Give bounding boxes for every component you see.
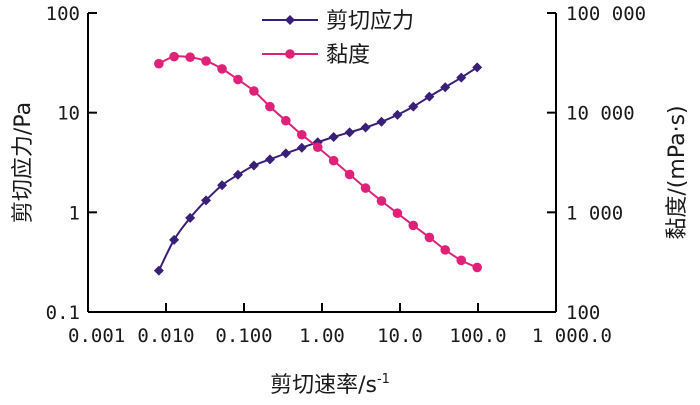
- data-point: [232, 169, 243, 180]
- x-tick-label: 1.00: [299, 325, 345, 347]
- data-point: [201, 56, 211, 66]
- data-point: [408, 101, 419, 112]
- y2-tick-label: 100 000: [566, 3, 646, 25]
- legend-entry: 剪切应力: [262, 9, 414, 34]
- data-point: [472, 62, 483, 73]
- data-point: [344, 127, 355, 138]
- x-tick-label: 0.010: [137, 325, 194, 347]
- legend-marker: [285, 15, 295, 25]
- data-point: [424, 91, 435, 102]
- data-point: [185, 52, 195, 63]
- x-axis-label-exponent: -1: [377, 372, 390, 387]
- x-tick-label: 100.0: [449, 325, 506, 347]
- data-point: [185, 212, 196, 223]
- data-point: [153, 265, 164, 276]
- data-point: [440, 245, 451, 255]
- x-tick-label: 10.0: [377, 325, 423, 347]
- data-point: [154, 58, 164, 69]
- data-point: [456, 255, 467, 266]
- data-point: [328, 131, 339, 142]
- data-point: [217, 180, 228, 191]
- x-tick-label: 0.001: [68, 325, 125, 347]
- data-point: [281, 115, 291, 126]
- y-tick-label: 1: [69, 202, 80, 224]
- data-point: [392, 109, 403, 120]
- data-point: [233, 74, 243, 85]
- y-tick-label: 0.1: [46, 302, 80, 324]
- data-point: [169, 51, 179, 62]
- x-tick-label: 1 000.0: [532, 325, 612, 347]
- data-point: [392, 208, 403, 219]
- data-point: [440, 82, 451, 93]
- data-point: [169, 234, 180, 245]
- y-tick-label: 10: [57, 103, 80, 125]
- data-point: [360, 183, 371, 193]
- ticks: 0.001 0.010 0.100 1.00 10.0 100.0 1 000.0 0.1 1 1…: [46, 3, 646, 347]
- data-point: [265, 101, 275, 112]
- y2-tick-label: 10 000: [566, 103, 635, 125]
- data-point: [312, 142, 323, 153]
- y2-axis-label: 黏度/(mPa·s): [665, 105, 690, 239]
- data-point: [344, 169, 355, 180]
- data-point: [201, 195, 212, 206]
- data-point: [264, 154, 275, 165]
- y2-tick-label: 100: [566, 302, 600, 324]
- series-1: [153, 62, 483, 276]
- data-point: [280, 148, 291, 159]
- data-point: [408, 220, 419, 231]
- data-point: [376, 116, 387, 127]
- legend-label: 剪切应力: [326, 9, 414, 34]
- legend-entry: 黏度: [262, 43, 370, 68]
- data-point: [296, 142, 307, 153]
- legend-marker: [285, 49, 295, 59]
- series-2: [154, 51, 482, 273]
- data-point: [248, 160, 259, 171]
- y-tick-label: 100: [46, 3, 80, 25]
- y-axis-label: 剪切应力/Pa: [11, 102, 36, 223]
- x-tick-label: 0.100: [215, 325, 272, 347]
- data-point: [472, 262, 482, 273]
- data-point: [424, 232, 435, 243]
- data-point: [328, 155, 339, 166]
- y2-tick-label: 1 000: [566, 202, 623, 224]
- data-point: [376, 196, 387, 206]
- x-axis-label: 剪切速率/s-1: [270, 372, 390, 398]
- data-point: [217, 64, 227, 74]
- data-point: [456, 72, 467, 83]
- axis-labels: 剪切速率/s-1 剪切应力/Pa 黏度/(mPa·s): [11, 102, 690, 398]
- data-point: [360, 122, 371, 133]
- data-point: [249, 86, 259, 96]
- data-point: [297, 129, 307, 140]
- legend-label: 黏度: [326, 43, 370, 68]
- plot-area: [153, 51, 483, 276]
